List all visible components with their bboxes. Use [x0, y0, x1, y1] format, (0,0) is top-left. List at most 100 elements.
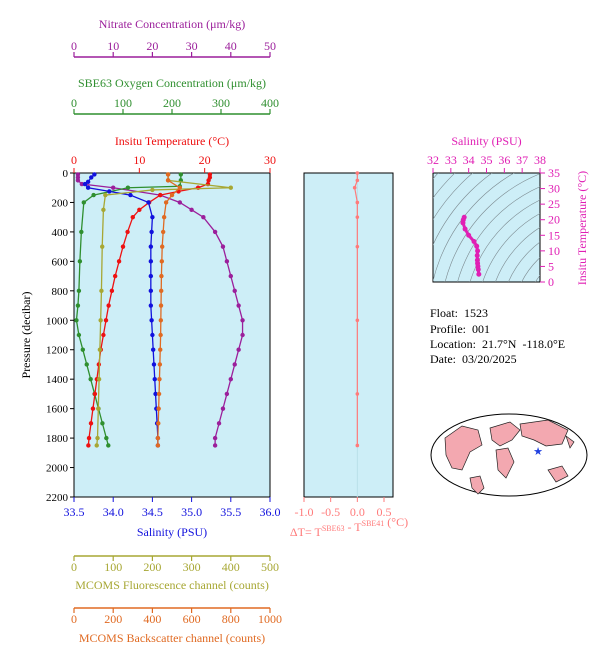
pressure-tick-label: 0: [63, 168, 69, 180]
oxygen-data-point: [80, 347, 86, 352]
salinity-data-point: [150, 347, 156, 352]
delta-t-tick-label: 0.5: [377, 505, 392, 519]
nitrate-data-point: [236, 303, 241, 308]
salinity-tick-label: 34.5: [142, 505, 163, 519]
salinity-data-point: [85, 185, 91, 190]
ts-temperature-tick-label: 10: [548, 244, 560, 258]
backscatter-profile-line: [157, 174, 181, 446]
temperature-data-point: [103, 318, 109, 323]
backscatter-data-point: [156, 391, 162, 397]
pressure-tick-label: 200: [52, 197, 69, 209]
ts-salinity-tick-label: 32: [427, 153, 439, 167]
fluorescence-tick-label: 200: [143, 560, 161, 574]
nitrate-data-point: [201, 214, 206, 220]
temperature-data-point: [86, 435, 92, 441]
ts-background: [432, 172, 541, 283]
ts-point: [474, 253, 480, 259]
fluorescence-tick-label: 500: [261, 560, 279, 574]
ts-salinity-tick-label: 33: [445, 153, 457, 167]
salinity-data-point: [148, 244, 154, 249]
temperature-data-point: [120, 244, 126, 249]
backscatter-data-point: [157, 376, 162, 382]
ts-temperature-tick-label: 0: [548, 275, 554, 289]
backscatter-data-point: [159, 273, 164, 279]
temperature-data-point: [112, 273, 118, 279]
salinity-tick-label: 35.0: [181, 505, 202, 519]
backscatter-data-point: [160, 229, 166, 235]
pressure-tick-label: 800: [52, 286, 69, 298]
nitrate-data-point: [232, 288, 237, 294]
temperature-data-point: [130, 214, 135, 220]
oxygen-tick-label: 300: [212, 96, 230, 110]
salinity-data-point: [152, 376, 157, 382]
landmass: [519, 419, 569, 447]
float-info: Float: 1523: [430, 306, 488, 321]
ts-temperature-axis-title: Insitu Temperature (°C): [575, 171, 589, 285]
backscatter-data-point: [165, 178, 171, 183]
oxygen-data-point: [76, 332, 82, 338]
backscatter-data-point: [159, 288, 164, 294]
oxygen-tick-label: 200: [163, 96, 181, 110]
pressure-tick-label: 400: [52, 227, 69, 239]
nitrate-data-point: [228, 376, 233, 382]
landmass: [489, 421, 521, 447]
profile-info: Profile: 001: [430, 322, 490, 337]
density-contour: [560, 282, 609, 362]
salinity-data-point: [150, 332, 155, 338]
ts-salinity-tick-label: 36: [498, 153, 510, 167]
delta-t-point: [355, 392, 360, 396]
landmass: [469, 475, 485, 495]
backscatter-axis-title: MCOMS Backscatter channel (counts): [79, 631, 265, 645]
nitrate-data-point: [240, 332, 245, 338]
backscatter-tick-label: 800: [222, 612, 240, 626]
delta-t-point: [355, 215, 360, 219]
backscatter-data-point: [169, 192, 175, 198]
delta-t-point: [355, 318, 360, 323]
fluorescence-tick-label: 400: [222, 560, 240, 574]
backscatter-data-point: [158, 347, 163, 352]
nitrate-data-point: [216, 421, 222, 426]
pressure-tick-label: 600: [52, 256, 69, 268]
temperature-data-point: [101, 332, 106, 338]
ts-salinity-axis-title: Salinity (PSU): [451, 134, 521, 148]
temperature-data-point: [106, 303, 111, 308]
ts-point: [475, 267, 481, 273]
backscatter-data-point: [156, 406, 161, 411]
oxygen-data-point: [76, 288, 82, 294]
oxygen-data-point: [81, 200, 87, 205]
temperature-data-point: [158, 192, 163, 198]
backscatter-tick-label: 200: [104, 612, 122, 626]
fluorescence-data-point: [150, 187, 155, 193]
temperature-data-point: [90, 406, 96, 411]
backscatter-data-point: [177, 185, 183, 190]
temperature-data-point: [137, 207, 142, 213]
nitrate-data-point: [236, 347, 241, 352]
landmass: [547, 465, 569, 483]
backscatter-data-point: [163, 200, 169, 205]
fluorescence-tick-label: 0: [71, 560, 77, 574]
ts-point: [476, 271, 482, 277]
nitrate-tick-label: 10: [107, 39, 119, 53]
oxygen-tick-label: 0: [71, 96, 77, 110]
backscatter-data-point: [160, 244, 165, 249]
delta-t-tick-label: 0.0: [350, 505, 365, 519]
oxygen-data-point: [178, 172, 184, 177]
ts-point: [475, 248, 481, 254]
temperature-data-point: [109, 288, 115, 294]
oxygen-data-point: [104, 435, 109, 441]
salinity-data-point: [148, 288, 154, 294]
salinity-data-point: [146, 200, 151, 205]
backscatter-data-point: [158, 318, 164, 323]
ts-temperature-tick-label: 15: [548, 228, 560, 242]
oxygen-data-point: [106, 443, 111, 448]
ts-salinity-tick-label: 34: [463, 153, 475, 167]
nitrate-data-point: [232, 362, 237, 367]
oxygen-data-point: [91, 192, 96, 198]
fluorescence-data-point: [101, 207, 106, 213]
backscatter-tick-label: 0: [71, 612, 77, 626]
backscatter-data-point: [158, 303, 164, 308]
backscatter-tick-label: 1000: [258, 612, 282, 626]
nitrate-data-point: [228, 273, 233, 279]
fluorescence-data-point: [95, 435, 100, 441]
fluorescence-data-point: [96, 406, 101, 411]
